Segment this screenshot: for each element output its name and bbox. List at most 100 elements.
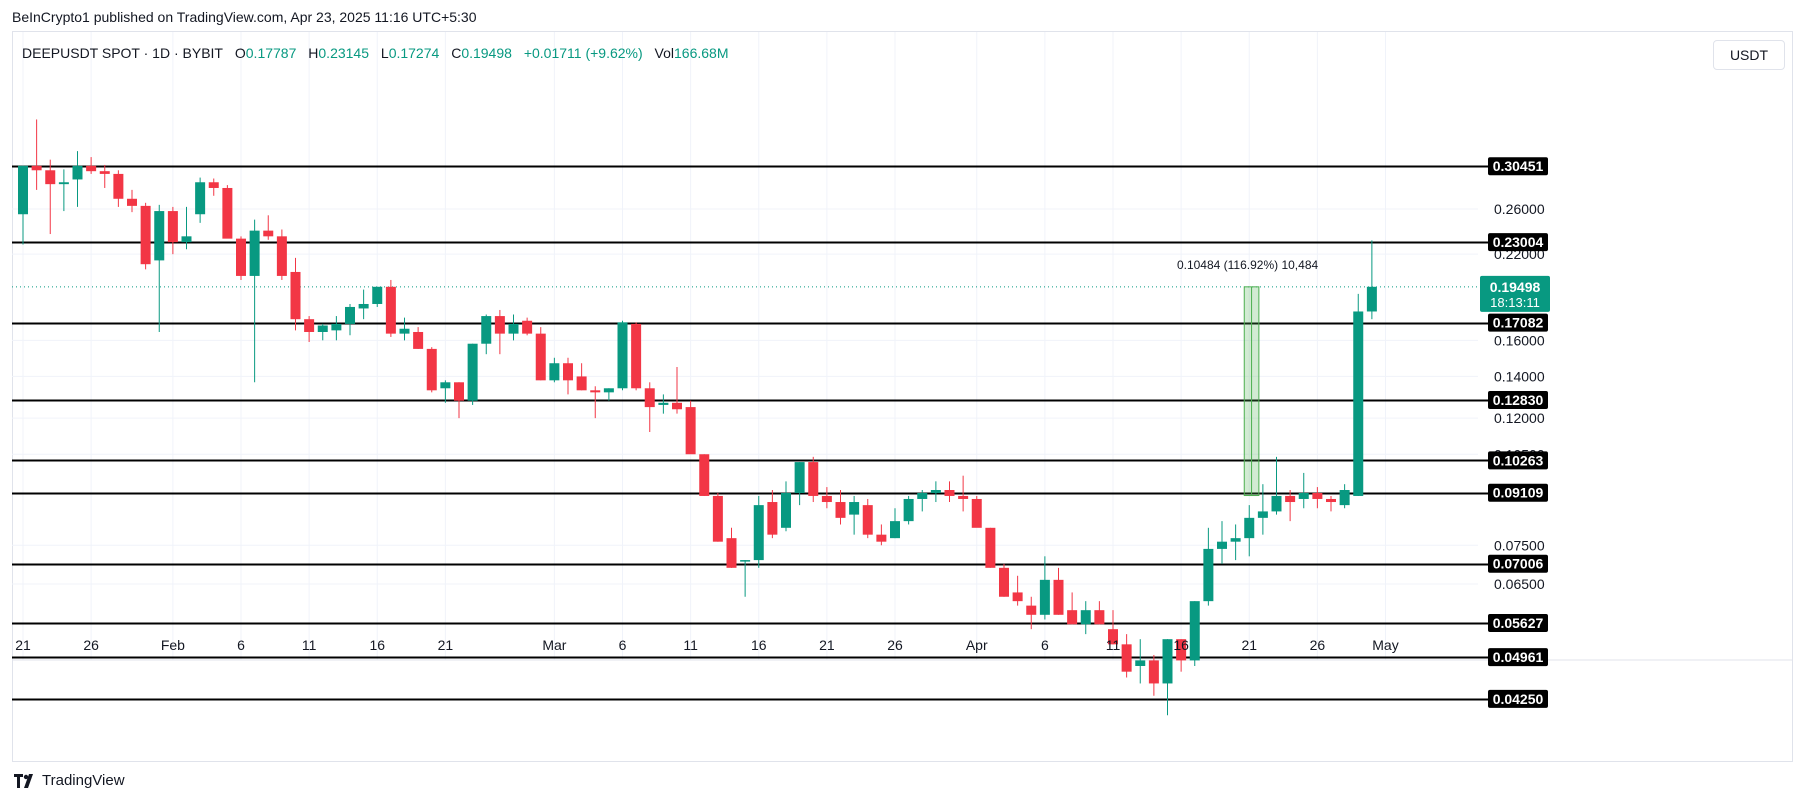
candle-21 — [304, 316, 315, 343]
candle-5 — [86, 157, 97, 174]
candle-3 — [58, 169, 69, 212]
level-label-bg-3 — [1488, 391, 1548, 410]
candle-body-35 — [494, 316, 505, 334]
candle-body-47 — [658, 402, 669, 405]
level-label-7: 0.05627 — [1488, 613, 1548, 632]
price-tick-2: 0.16000 — [1494, 332, 1545, 348]
level-label-bg-7 — [1488, 613, 1548, 632]
level-label-bg-4 — [1488, 451, 1548, 470]
time-tick-3: 6 — [237, 637, 245, 653]
level-label-text-8: 0.04961 — [1493, 649, 1544, 665]
candle-body-98 — [1353, 311, 1364, 496]
candle-66 — [917, 490, 928, 512]
candle-body-90 — [1244, 517, 1255, 539]
candle-79 — [1094, 601, 1105, 625]
price-tick-3: 0.14000 — [1494, 368, 1545, 384]
candle-68 — [944, 481, 955, 503]
candle-body-78 — [1080, 610, 1091, 625]
time-tick-2: Feb — [161, 637, 185, 653]
candle-67 — [930, 481, 941, 503]
candle-body-25 — [358, 303, 369, 309]
candle-91 — [1257, 484, 1268, 535]
close-value: 0.19498 — [461, 45, 512, 61]
candle-22 — [317, 323, 328, 341]
candle-body-82 — [1135, 660, 1146, 666]
candle-body-19 — [276, 236, 287, 276]
symbol-name: DEEPUSDT SPOT · 1D · BYBIT — [22, 45, 223, 61]
chart-panel[interactable] — [12, 31, 1793, 762]
candle-87 — [1203, 527, 1214, 606]
candle-body-56 — [781, 492, 791, 528]
candle-72 — [999, 563, 1009, 597]
level-label-3: 0.12830 — [1488, 391, 1548, 410]
candle-body-72 — [999, 567, 1009, 597]
candle-12 — [181, 206, 192, 250]
candle-body-88 — [1217, 541, 1227, 549]
candle-23 — [331, 316, 342, 341]
candle-56 — [781, 481, 791, 532]
time-tick-15: 11 — [1106, 637, 1121, 653]
candle-16 — [236, 236, 246, 280]
candle-body-40 — [563, 363, 573, 381]
candle-body-27 — [385, 286, 396, 334]
last-price-value: 0.19498 — [1490, 279, 1541, 295]
candle-body-94 — [1298, 492, 1309, 499]
candle-38 — [535, 327, 546, 381]
candle-body-86 — [1189, 601, 1200, 661]
level-label-bg-2 — [1488, 313, 1548, 332]
time-tick-16: 16 — [1173, 637, 1189, 653]
candle-44 — [617, 320, 628, 391]
candle-body-68 — [944, 490, 955, 496]
level-label-text-7: 0.05627 — [1493, 615, 1544, 631]
candle-body-96 — [1326, 498, 1336, 503]
level-label-0: 0.30451 — [1488, 157, 1548, 176]
price-tick-4: 0.12000 — [1494, 410, 1545, 426]
candle-35 — [494, 309, 505, 355]
candle-59 — [821, 487, 832, 509]
candle-body-42 — [590, 390, 601, 393]
candle-28 — [399, 317, 410, 341]
high-label: H — [308, 45, 319, 61]
volume-value: 166.68M — [674, 45, 729, 61]
candle-body-55 — [767, 502, 778, 535]
candle-body-51 — [712, 495, 723, 542]
candle-37 — [522, 317, 533, 336]
candle-body-93 — [1285, 495, 1296, 503]
candle-49 — [685, 400, 696, 455]
candle-body-54 — [753, 505, 764, 561]
candle-15 — [222, 185, 233, 239]
candle-body-0 — [18, 165, 28, 215]
candle-65 — [903, 495, 914, 525]
candle-body-12 — [181, 236, 192, 243]
level-label-bg-6 — [1488, 554, 1548, 573]
level-label-5: 0.09109 — [1488, 483, 1548, 502]
candle-body-41 — [576, 376, 587, 391]
level-label-4: 0.10263 — [1488, 451, 1548, 470]
candle-0 — [18, 165, 28, 245]
currency-button[interactable]: USDT — [1713, 40, 1785, 70]
level-label-text-0: 0.30451 — [1493, 158, 1544, 174]
candle-body-99 — [1366, 286, 1377, 312]
candle-63 — [876, 524, 887, 546]
level-label-text-4: 0.10263 — [1493, 452, 1544, 468]
candle-countdown: 18:13:11 — [1490, 295, 1540, 310]
candle-97 — [1339, 484, 1350, 509]
candle-60 — [835, 490, 846, 525]
candle-39 — [549, 357, 560, 383]
candle-74 — [1026, 596, 1037, 630]
candle-body-21 — [304, 319, 315, 332]
candle-body-33 — [467, 343, 478, 401]
candle-31 — [440, 380, 451, 403]
candle-body-20 — [290, 271, 301, 320]
open-label: O — [234, 45, 246, 61]
candle-14 — [208, 178, 219, 196]
candle-93 — [1285, 490, 1296, 522]
level-lines — [12, 165, 1488, 701]
candle-body-4 — [72, 165, 83, 180]
level-label-1: 0.23004 — [1488, 233, 1548, 252]
candle-body-60 — [835, 502, 846, 518]
candle-body-23 — [331, 323, 342, 331]
candle-57 — [794, 462, 805, 506]
footer-brand[interactable]: TradingView — [14, 772, 125, 789]
